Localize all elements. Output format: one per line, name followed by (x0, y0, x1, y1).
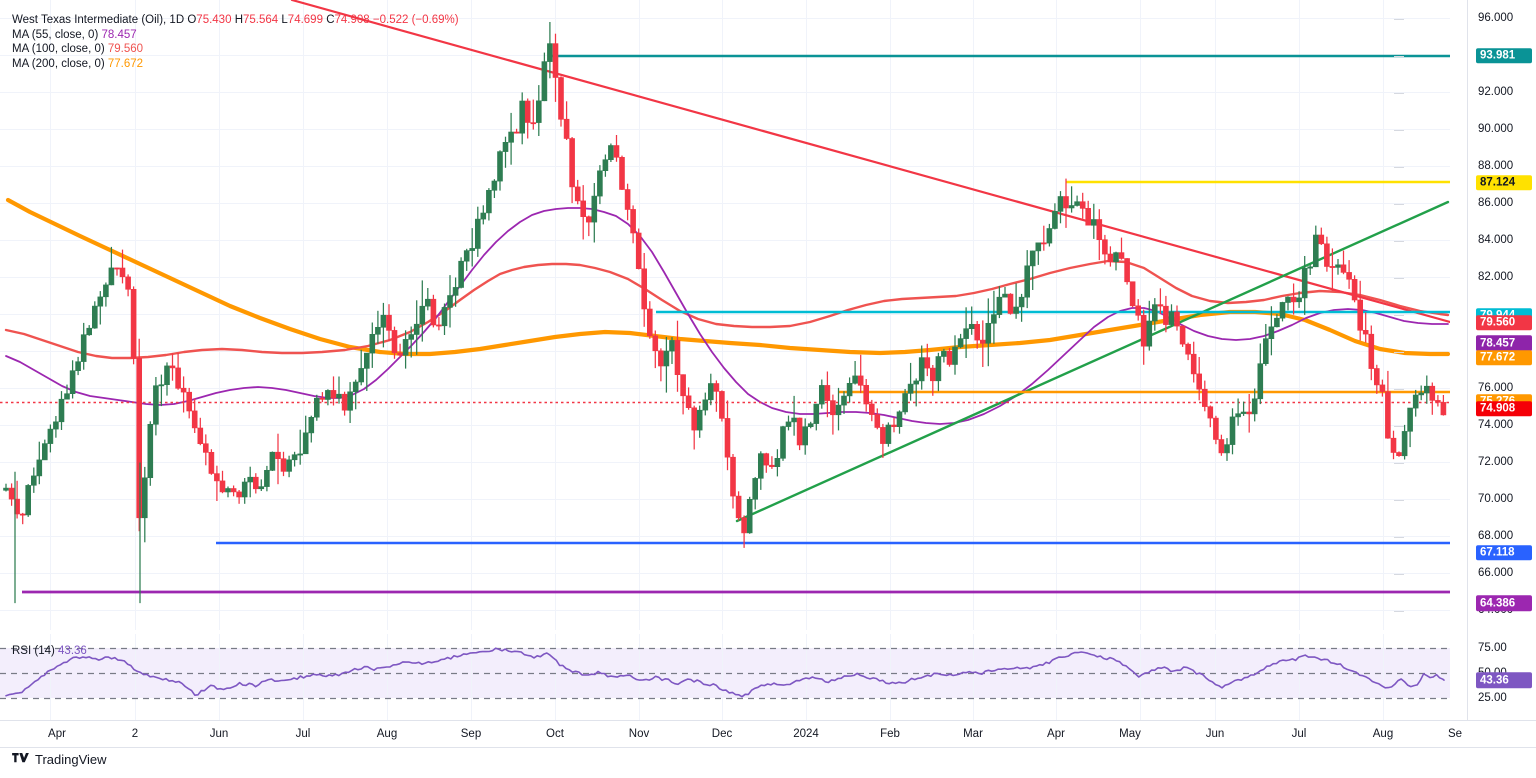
time-tick-2: 2 (131, 728, 139, 740)
price-tick-label: 88.000 (1478, 159, 1514, 172)
rsi-value-label[interactable]: 43.36 (1476, 672, 1532, 688)
price-axis[interactable]: 96.00094.00092.00090.00088.00086.00084.0… (1394, 0, 1536, 720)
time-tick-dec: Dec (711, 728, 733, 740)
rsi-line (5, 647, 1445, 698)
price-label-67118[interactable]: 67.118 (1476, 545, 1532, 561)
price-tick-label: 92.000 (1478, 85, 1514, 98)
time-tick-sep: Sep (460, 728, 482, 740)
time-tick-apr: Apr (48, 728, 66, 740)
price-chart-svg (0, 0, 1450, 630)
price-label-79560[interactable]: 79.560 (1476, 314, 1532, 331)
rsi-legend[interactable]: RSI (14) 43.36 (12, 645, 87, 657)
time-tick-aug: Aug (376, 728, 398, 740)
price-label-77672[interactable]: 77.672 (1476, 349, 1532, 366)
brand-name: TradingView (35, 752, 107, 767)
time-tick-se: Se (1447, 728, 1463, 740)
time-tick-2024: 2024 (793, 728, 819, 740)
time-axis[interactable]: Apr 2 Jun Jul Aug Sep Oct Nov Dec 2024 Feb Mar Apr Ma… (0, 720, 1536, 748)
time-tick-nov: Nov (628, 728, 650, 740)
time-tick-jul: Jul (295, 728, 311, 740)
time-tick-feb: Feb (880, 728, 900, 740)
price-tick-label: 72.000 (1478, 455, 1514, 468)
price-label-93981[interactable]: 93.981 (1476, 48, 1532, 64)
price-tick-label: 74.000 (1478, 418, 1514, 431)
price-label-74908[interactable]: 74.908 (1476, 400, 1532, 417)
time-tick-jun: Jun (1205, 728, 1225, 740)
rsi-pane[interactable] (0, 634, 1450, 720)
time-tick-jun: Jun (209, 728, 229, 740)
horizontal-gridlines (0, 18, 1450, 611)
price-tick-label: 70.000 (1478, 492, 1514, 505)
axis-divider (1467, 0, 1468, 720)
time-tick-jul: Jul (1291, 728, 1307, 740)
rsi-svg (0, 634, 1450, 720)
rsi-legend-name: RSI (14) (12, 645, 55, 657)
time-tick-mar: Mar (963, 728, 983, 740)
trendline-descending-resistance (290, 0, 1450, 324)
rsi-tick-label: 25.00 (1478, 691, 1507, 704)
price-chart-pane[interactable] (0, 0, 1450, 630)
price-label-64386[interactable]: 64.386 (1476, 595, 1532, 612)
candlestick-series (3, 22, 1447, 604)
time-tick-may: May (1119, 728, 1141, 740)
price-tick-label: 90.000 (1478, 122, 1514, 135)
time-tick-aug: Aug (1372, 728, 1394, 740)
ma55-line (5, 207, 1449, 425)
rsi-legend-value: 43.36 (58, 645, 87, 657)
price-tick-label: 84.000 (1478, 233, 1514, 246)
price-tick-label: 76.000 (1478, 381, 1514, 394)
price-tick-label: 96.000 (1478, 11, 1514, 24)
ma100-line (4, 259, 1450, 360)
price-label-87124[interactable]: 87.124 (1476, 174, 1532, 191)
footer-branding: TradingView (12, 752, 107, 767)
time-tick-oct: Oct (546, 728, 564, 740)
price-label-78457[interactable]: 78.457 (1476, 335, 1532, 351)
tradingview-logo-icon (12, 753, 29, 763)
price-tick-label: 66.000 (1478, 566, 1514, 579)
trendline-ascending-support (735, 200, 1450, 523)
price-tick-label: 82.000 (1478, 270, 1514, 283)
price-tick-label: 86.000 (1478, 196, 1514, 209)
rsi-tick-label: 75.00 (1478, 641, 1507, 654)
price-tick-label: 68.000 (1478, 529, 1514, 542)
time-tick-apr: Apr (1047, 728, 1065, 740)
